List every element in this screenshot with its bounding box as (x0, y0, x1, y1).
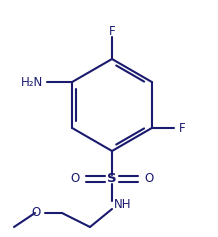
Text: H₂N: H₂N (21, 76, 43, 88)
Text: S: S (107, 173, 117, 186)
Text: NH: NH (114, 199, 131, 211)
Text: F: F (109, 24, 115, 37)
Text: O: O (144, 173, 153, 186)
Text: O: O (32, 206, 41, 219)
Text: F: F (179, 122, 186, 135)
Text: O: O (71, 173, 80, 186)
